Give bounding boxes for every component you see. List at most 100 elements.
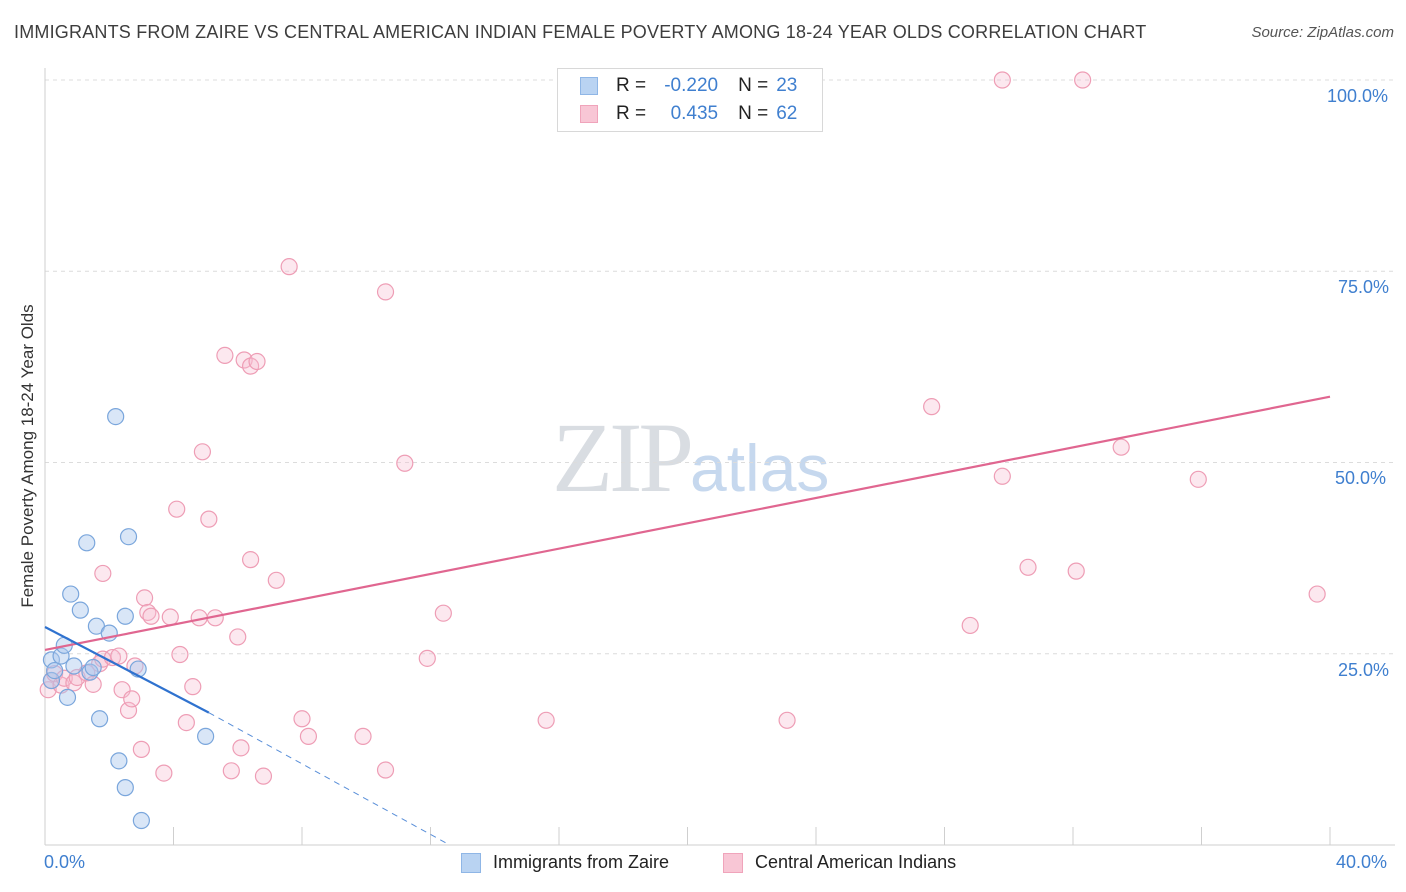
legend-r-value-central-american-indians: 0.435 <box>670 103 719 124</box>
central-american-indian-point <box>161 608 179 626</box>
zaire-point <box>116 779 134 797</box>
central-american-indian-point <box>280 258 298 276</box>
trendline-zaire-extension <box>208 712 451 846</box>
series-legend-zaire: Immigrants from Zaire <box>461 852 669 873</box>
y-tick-label-25: 25.0% <box>1338 660 1390 680</box>
zipatlas-watermark: ZIPatlas <box>552 400 829 515</box>
correlation-legend: R = -0.220 N = 23 R = 0.435 N = 62 <box>557 68 823 132</box>
central-american-indian-point <box>1189 470 1207 488</box>
central-american-indian-point <box>216 346 234 364</box>
central-american-indian-point <box>94 564 112 583</box>
y-tick-label-100: 100.0% <box>1327 86 1389 106</box>
legend-n-value-zaire: 23 <box>776 75 798 96</box>
legend-swatch-central-american-indians <box>580 105 598 123</box>
central-american-indian-point <box>537 711 555 729</box>
zaire-point <box>71 601 89 619</box>
trendline-zaire <box>44 626 210 714</box>
central-american-indian-point <box>123 690 141 708</box>
central-american-indian-point <box>39 681 57 699</box>
legend-r-label: R = <box>616 75 647 96</box>
series-legend-central-american-indians: Central American Indians <box>723 852 956 873</box>
central-american-indian-point <box>1308 585 1326 603</box>
central-american-indian-point <box>293 710 311 728</box>
central-american-indian-point <box>354 727 372 745</box>
central-american-indian-point <box>778 711 796 729</box>
zaire-point <box>81 663 99 681</box>
central-american-indian-point <box>232 739 250 757</box>
zaire-point <box>65 657 83 675</box>
zaire-point <box>107 408 125 426</box>
central-american-indian-point <box>1112 438 1130 456</box>
chart-title: IMMIGRANTS FROM ZAIRE VS CENTRAL AMERICA… <box>14 22 1147 42</box>
y-tick-label-50: 50.0% <box>1335 468 1387 488</box>
central-american-indian-point <box>142 607 160 625</box>
zaire-point <box>197 727 215 745</box>
series-legend-label-zaire: Immigrants from Zaire <box>493 852 670 872</box>
zaire-point <box>62 585 80 603</box>
series-legend-swatch-central-american-indians <box>723 852 743 873</box>
central-american-indian-point <box>110 647 128 665</box>
central-american-indian-point <box>235 351 253 369</box>
watermark-atlas: atlas <box>690 431 830 505</box>
central-american-indian-point <box>155 764 173 782</box>
zaire-point <box>110 752 128 770</box>
central-american-indian-point <box>168 500 186 518</box>
central-american-indian-point <box>434 604 452 622</box>
y-tick-label-75: 75.0% <box>1338 277 1390 297</box>
central-american-indian-point <box>229 628 247 646</box>
central-american-indian-point <box>376 283 395 301</box>
watermark-zip: ZIP <box>552 402 694 513</box>
central-american-indian-point <box>200 510 218 528</box>
series-legend: Immigrants from Zaire Central American I… <box>0 852 1406 878</box>
legend-r-label: R = <box>616 103 647 124</box>
central-american-indian-point <box>254 767 273 785</box>
zaire-point <box>132 811 150 830</box>
central-american-indian-point <box>1019 558 1037 576</box>
legend-n-label: N = <box>738 75 769 96</box>
central-american-indian-point <box>993 71 1011 89</box>
legend-r-value-zaire: -0.220 <box>664 75 719 96</box>
legend-row-zaire: R = -0.220 N = 23 <box>580 73 797 99</box>
central-american-indian-point <box>65 674 83 692</box>
central-american-indian-point <box>923 398 941 416</box>
central-american-indian-point <box>299 727 318 745</box>
central-american-indian-point <box>993 467 1011 485</box>
central-american-indian-point <box>222 762 240 780</box>
central-american-indian-point <box>171 645 189 664</box>
central-american-indian-point <box>132 740 150 758</box>
source-label: Source: ZipAtlas.com <box>1251 24 1394 41</box>
legend-row-central-american-indians: R = 0.435 N = 62 <box>580 101 797 127</box>
x-tick-label-max: 40.0% <box>1336 852 1388 872</box>
central-american-indian-point <box>242 551 260 569</box>
zaire-point <box>78 534 96 552</box>
central-american-indian-point <box>1074 71 1092 89</box>
central-american-indian-point <box>177 713 195 732</box>
zaire-point <box>42 671 61 690</box>
zaire-point <box>116 607 134 625</box>
legend-n-value-central-american-indians: 62 <box>776 103 798 124</box>
zaire-point <box>84 658 102 677</box>
trendline-central-american-indians <box>44 395 1331 652</box>
central-american-indian-point <box>193 443 212 461</box>
zaire-point <box>52 647 70 665</box>
legend-swatch-zaire <box>580 77 598 95</box>
zaire-point <box>46 661 64 680</box>
central-american-indian-point <box>396 454 414 472</box>
legend-n-label: N = <box>738 103 769 124</box>
central-american-indian-point <box>267 571 285 589</box>
zaire-point <box>119 528 138 546</box>
central-american-indian-point <box>1067 562 1085 580</box>
central-american-indian-point <box>184 678 202 696</box>
series-legend-label-central-american-indians: Central American Indians <box>755 852 957 872</box>
central-american-indian-point <box>961 616 979 635</box>
central-american-indian-point <box>248 352 266 371</box>
zaire-point <box>42 651 61 669</box>
central-american-indian-point <box>418 649 436 667</box>
zaire-point <box>91 710 109 728</box>
zaire-point <box>58 688 77 706</box>
central-american-indian-point <box>376 761 395 779</box>
x-tick-label-min: 0.0% <box>44 852 86 872</box>
central-american-indian-point <box>135 589 154 607</box>
series-legend-swatch-zaire <box>461 852 481 873</box>
